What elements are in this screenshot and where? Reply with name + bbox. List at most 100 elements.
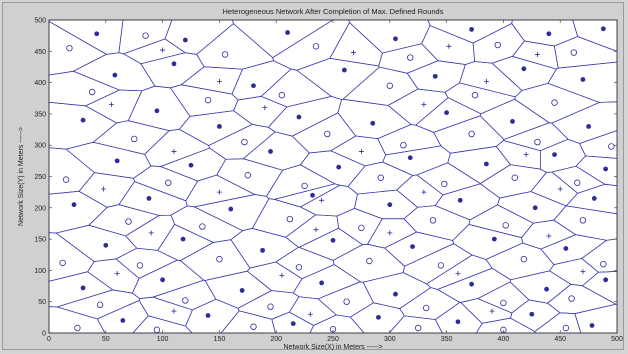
y-axis-ticks: 0 50 100 150 200 250 300 350 400 450 500 — [34, 18, 617, 338]
node-point-open — [204, 96, 212, 104]
node-point-plus — [108, 102, 114, 108]
node-point-filled — [336, 164, 342, 170]
node-point-filled — [563, 246, 569, 251]
voronoi-cell — [396, 174, 444, 208]
node-point-filled — [455, 319, 461, 325]
node-point-open — [267, 303, 274, 310]
node-point-plus — [455, 271, 461, 277]
node-point-filled — [112, 72, 118, 78]
voronoi-cell — [511, 40, 559, 70]
node-point-plus — [313, 227, 319, 233]
node-point-open — [182, 297, 189, 304]
node-point-open — [241, 138, 248, 146]
node-point-filled — [80, 285, 86, 291]
node-point-open — [502, 222, 509, 229]
node-point-plus — [216, 78, 222, 84]
node-point-plus — [101, 186, 107, 192]
node-point-plus — [279, 272, 285, 278]
y-tick-label: 250 — [34, 174, 46, 181]
node-point-open — [441, 180, 448, 188]
node-point-plus — [421, 189, 427, 195]
node-point-open — [366, 257, 373, 265]
node-point-plus — [350, 50, 356, 56]
node-point-filled — [376, 314, 381, 320]
node-point-filled — [432, 73, 438, 79]
node-point-open — [74, 324, 81, 332]
node-point-open — [221, 51, 229, 58]
node-point-plus — [580, 269, 586, 275]
voronoi-cell — [459, 61, 523, 98]
voronoi-cell — [459, 298, 513, 324]
node-point-open — [500, 299, 507, 307]
node-point-open — [437, 262, 445, 269]
x-tick-label: 250 — [327, 336, 339, 343]
node-point-filled — [114, 158, 120, 164]
node-point-open — [494, 41, 501, 49]
node-point-filled — [103, 242, 109, 248]
node-point-open — [96, 301, 104, 309]
voronoi-cells — [48, 19, 618, 334]
node-point-filled — [319, 280, 325, 286]
node-point-open — [579, 217, 587, 224]
voronoi-cell — [387, 88, 449, 126]
y-tick-label: 350 — [34, 111, 46, 118]
node-point-filled — [444, 110, 449, 116]
x-tick-label: 200 — [270, 336, 282, 343]
node-point-plus — [446, 43, 452, 49]
node-point-open — [278, 91, 286, 99]
voronoi-cell — [122, 38, 186, 65]
node-point-filled — [80, 117, 86, 123]
node-point-open — [66, 44, 73, 52]
x-axis-label: Network Size(X) in Meters -----> — [284, 344, 383, 351]
node-point-open — [520, 255, 528, 263]
x-tick-label: 450 — [554, 336, 566, 343]
node-point-filled — [603, 166, 609, 172]
y-axis-label: Network Size(Y) in Meters -----> — [18, 127, 25, 226]
voronoi-cell — [521, 219, 577, 250]
voronoi-cell — [185, 174, 256, 208]
node-point-filled — [120, 318, 126, 323]
voronoi-cell — [246, 261, 303, 294]
node-point-open — [301, 182, 308, 190]
y-tick-label: 400 — [34, 80, 46, 87]
y-tick-label: 300 — [34, 143, 46, 150]
voronoi-cell — [138, 296, 193, 327]
node-point-filled — [591, 196, 597, 201]
x-tick-label: 50 — [102, 336, 110, 343]
node-point-open — [295, 264, 303, 271]
node-point-plus — [546, 233, 552, 239]
y-tick-label: 50 — [38, 299, 46, 306]
node-point-filled — [146, 196, 152, 201]
node-point-open — [59, 259, 66, 267]
voronoi-cell — [233, 95, 288, 128]
node-point-filled — [532, 205, 538, 211]
voronoi-cell — [125, 214, 176, 251]
node-point-filled — [393, 36, 398, 42]
node-point-filled — [469, 281, 474, 287]
node-point-open — [511, 174, 518, 181]
node-point-plus — [216, 189, 222, 195]
node-point-plus — [160, 47, 166, 53]
node-point-plus — [421, 102, 427, 108]
node-point-plus — [319, 197, 325, 203]
node-point-plus — [489, 308, 495, 314]
voronoi-cell — [553, 205, 618, 241]
node-point-filled — [217, 124, 222, 129]
node-point-open — [286, 215, 294, 223]
node-point-open — [574, 179, 581, 186]
node-point-open — [136, 262, 144, 269]
voronoi-cell — [495, 140, 541, 170]
scatter-voronoi-chart: 0 50 100 150 200 250 300 350 400 450 500 0 50 100 150… — [18, 7, 623, 351]
node-point-plus — [171, 148, 177, 154]
y-tick-label: 150 — [34, 237, 46, 244]
node-point-filled — [239, 288, 245, 293]
node-point-filled — [491, 236, 497, 242]
node-point-filled — [268, 149, 273, 154]
y-tick-label: 500 — [34, 18, 46, 25]
node-point-open — [62, 176, 70, 183]
node-point-filled — [544, 286, 549, 292]
voronoi-cell — [299, 184, 358, 217]
node-point-filled — [546, 31, 552, 37]
node-point-filled — [260, 247, 265, 253]
node-point-filled — [180, 236, 186, 242]
